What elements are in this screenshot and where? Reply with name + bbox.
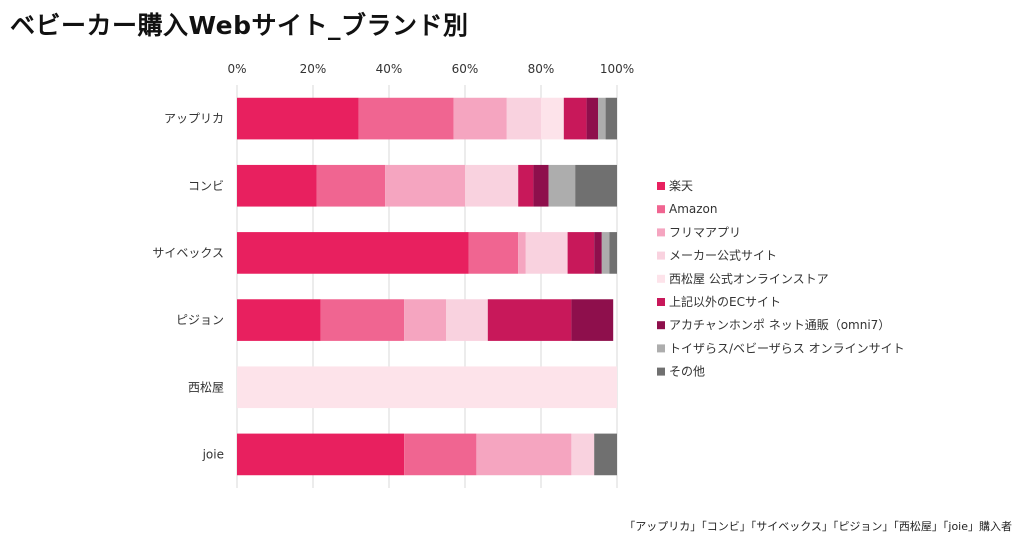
bar-segment: [320, 299, 405, 341]
bars: [237, 97, 617, 476]
legend-swatch: [657, 367, 665, 376]
legend-label: トイザらス/ベビーザらス オンラインサイト: [669, 341, 905, 355]
legend-label: アカチャンホンポ ネット通販（omni7）: [669, 318, 890, 332]
x-tick-label: 60%: [452, 62, 479, 76]
bar-segment: [571, 299, 614, 341]
category-label: アップリカ: [164, 112, 224, 126]
category-label: 西松屋: [188, 380, 224, 394]
bar-segment: [605, 97, 617, 140]
bar-segment: [518, 164, 534, 207]
bar-segment: [518, 232, 526, 274]
bar-segment: [385, 164, 465, 207]
bar-segment: [541, 97, 564, 140]
x-tick-label: 20%: [300, 62, 327, 76]
legend-swatch: [657, 321, 665, 330]
bar-segment: [465, 164, 519, 207]
x-tick-label: 0%: [227, 62, 246, 76]
legend-label: メーカー公式サイト: [669, 249, 777, 263]
legend-label: Amazon: [669, 202, 718, 216]
bar-segment: [586, 97, 598, 140]
legend-label: フリマアプリ: [669, 225, 741, 239]
bar-segment: [548, 164, 576, 207]
bar-segment: [316, 164, 386, 207]
bar-segment: [594, 232, 602, 274]
category-label: joie: [202, 447, 224, 461]
legend-swatch: [657, 228, 665, 237]
x-tick-label: 80%: [528, 62, 555, 76]
legend-swatch: [657, 298, 665, 306]
legend-label: 西松屋 公式オンラインストア: [669, 272, 829, 286]
x-tick-label: 100%: [600, 62, 634, 76]
category-label: サイベックス: [152, 246, 224, 260]
x-tick-label: 40%: [376, 62, 403, 76]
bar-segment: [487, 299, 572, 341]
bar-segment: [533, 164, 549, 207]
bar-segment: [404, 299, 446, 341]
bar-segment: [601, 232, 610, 274]
bar-segment: [237, 232, 469, 274]
chart-title: ベビーカー購入Webサイト_ブランド別: [10, 11, 469, 40]
bar-segment: [237, 164, 317, 207]
category-label: コンビ: [188, 179, 224, 193]
bar-segment: [571, 433, 595, 476]
bar-segment: [237, 433, 405, 476]
legend-swatch: [657, 205, 665, 214]
bar-segment: [358, 97, 454, 140]
bar-segment: [446, 299, 488, 341]
legend-swatch: [657, 274, 665, 283]
legend-label: 上記以外のECサイト: [669, 294, 781, 309]
bar-segment: [506, 97, 541, 140]
legend-swatch: [657, 251, 665, 260]
x-axis-ticks: 0% 20% 40% 60% 80% 100%: [227, 62, 634, 76]
bar-segment: [575, 164, 617, 207]
bar-segment: [453, 97, 507, 140]
bar-segment: [563, 97, 587, 140]
bar-segment: [404, 433, 477, 476]
bar-segment: [237, 366, 617, 409]
legend-label: その他: [669, 365, 705, 379]
bar-segment: [468, 232, 519, 274]
category-label: ピジョン: [176, 313, 224, 327]
bar-segment: [598, 97, 606, 140]
bar-segment: [609, 232, 617, 274]
gridlines: [236, 85, 618, 488]
bar-segment: [594, 433, 617, 476]
bar-segment: [525, 232, 568, 274]
legend-swatch: [657, 182, 665, 190]
bar-segment: [237, 97, 359, 140]
bar-segment: [567, 232, 595, 274]
legend-swatch: [657, 344, 665, 353]
footnote: 「アップリカ」「コンビ」「サイベックス」「ピジョン」「西松屋」「joie」購入者: [624, 520, 1012, 533]
bar-segment: [476, 433, 572, 476]
legend-label: 楽天: [669, 179, 693, 193]
bar-segment: [237, 299, 321, 341]
